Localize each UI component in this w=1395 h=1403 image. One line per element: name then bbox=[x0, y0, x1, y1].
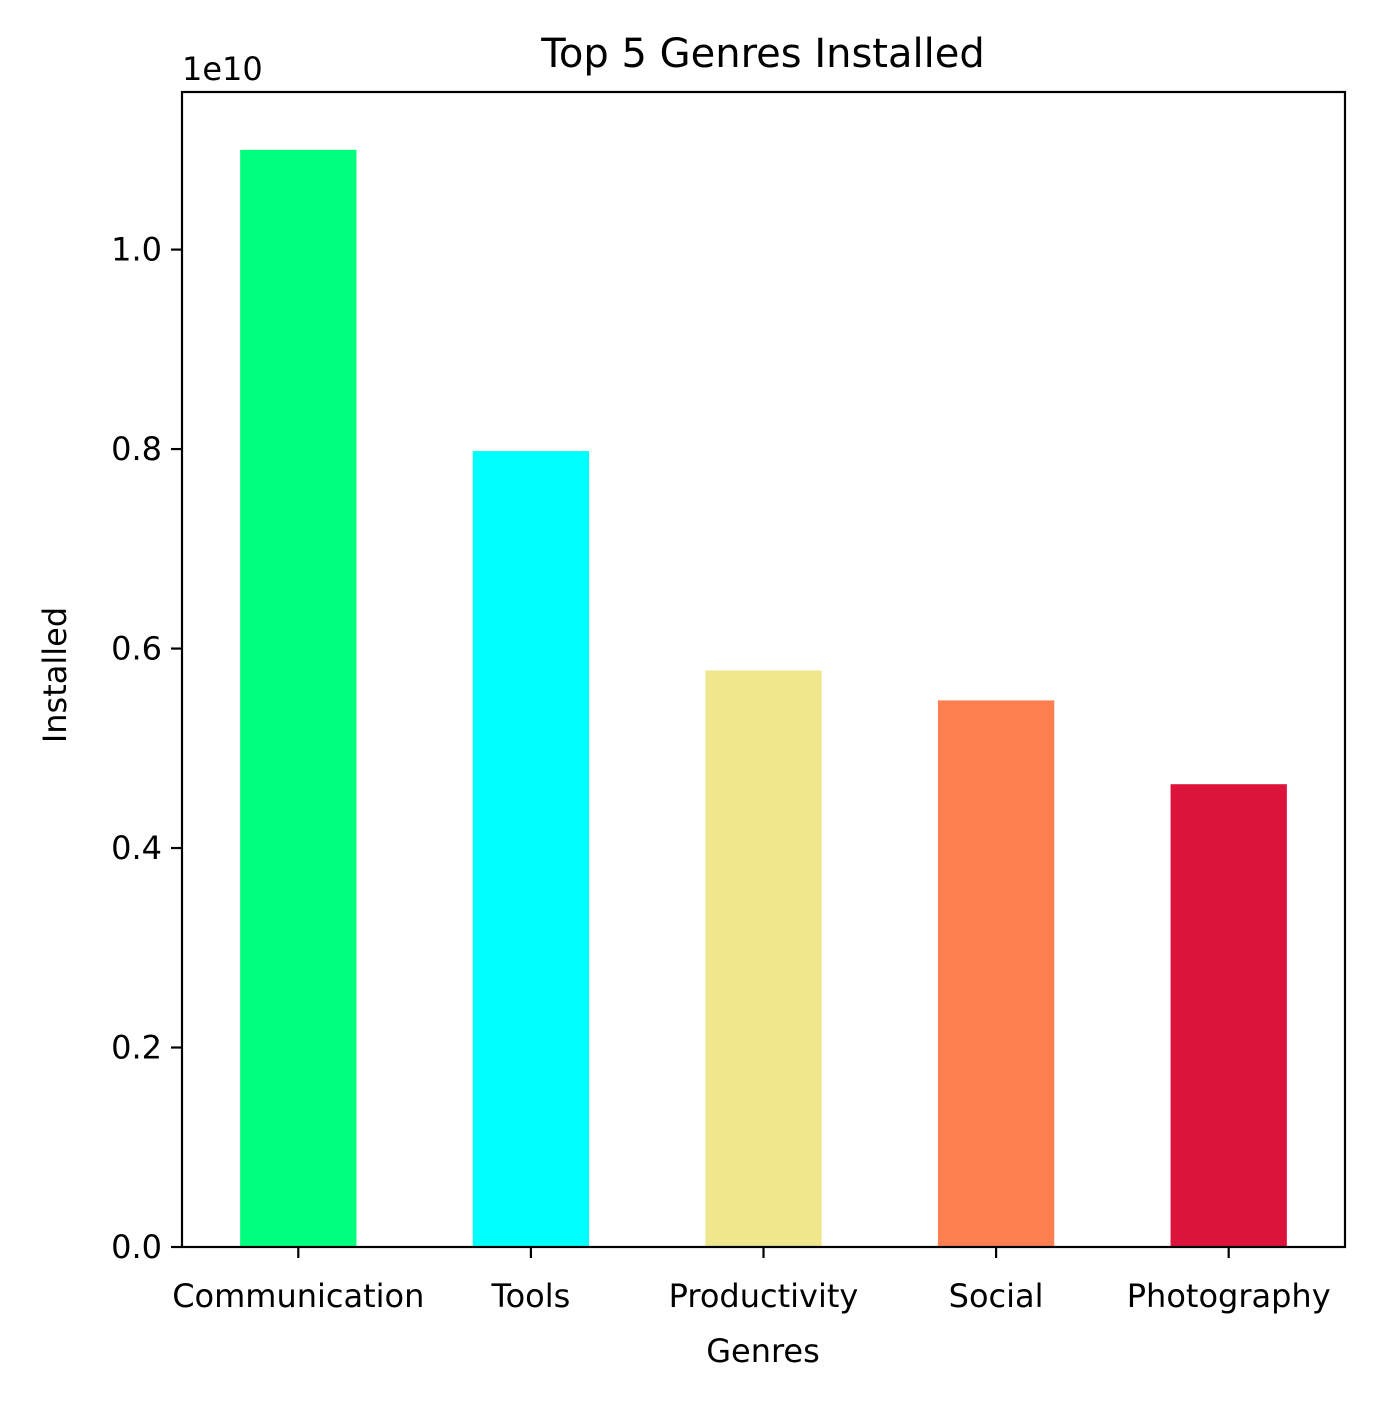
y-axis-label: Installed bbox=[36, 607, 74, 743]
x-tick-label: Productivity bbox=[669, 1277, 859, 1315]
y-tick-label: 0.4 bbox=[111, 829, 162, 867]
bar-productivity bbox=[705, 670, 822, 1247]
y-tick-label: 0.2 bbox=[111, 1029, 162, 1067]
bar-social bbox=[937, 700, 1055, 1247]
y-tick-label: 0.0 bbox=[111, 1228, 162, 1266]
x-axis-label: Genres bbox=[706, 1332, 820, 1370]
x-tick-label: Photography bbox=[1127, 1277, 1331, 1315]
y-axis-offset-label: 1e10 bbox=[182, 50, 263, 88]
bars-group bbox=[240, 149, 1287, 1248]
y-tick-label: 0.8 bbox=[111, 430, 162, 468]
x-tick-label: Social bbox=[949, 1277, 1044, 1315]
y-tick-label: 0.6 bbox=[111, 630, 162, 668]
bar-communication bbox=[240, 149, 357, 1248]
x-ticks-group: Communication Tools Productivity Social Phot… bbox=[172, 1247, 1331, 1315]
y-tick-label: 1.0 bbox=[111, 231, 162, 269]
chart-title: Top 5 Genres Installed bbox=[540, 31, 984, 77]
x-tick-label: Communication bbox=[172, 1277, 424, 1315]
bar-tools bbox=[472, 451, 590, 1247]
plot-frame bbox=[180, 90, 1347, 1249]
y-ticks-group: 0.0 0.2 0.4 0.6 0.8 1.0 bbox=[111, 231, 182, 1266]
bar-photography bbox=[1170, 784, 1287, 1247]
x-tick-label: Tools bbox=[490, 1277, 570, 1315]
